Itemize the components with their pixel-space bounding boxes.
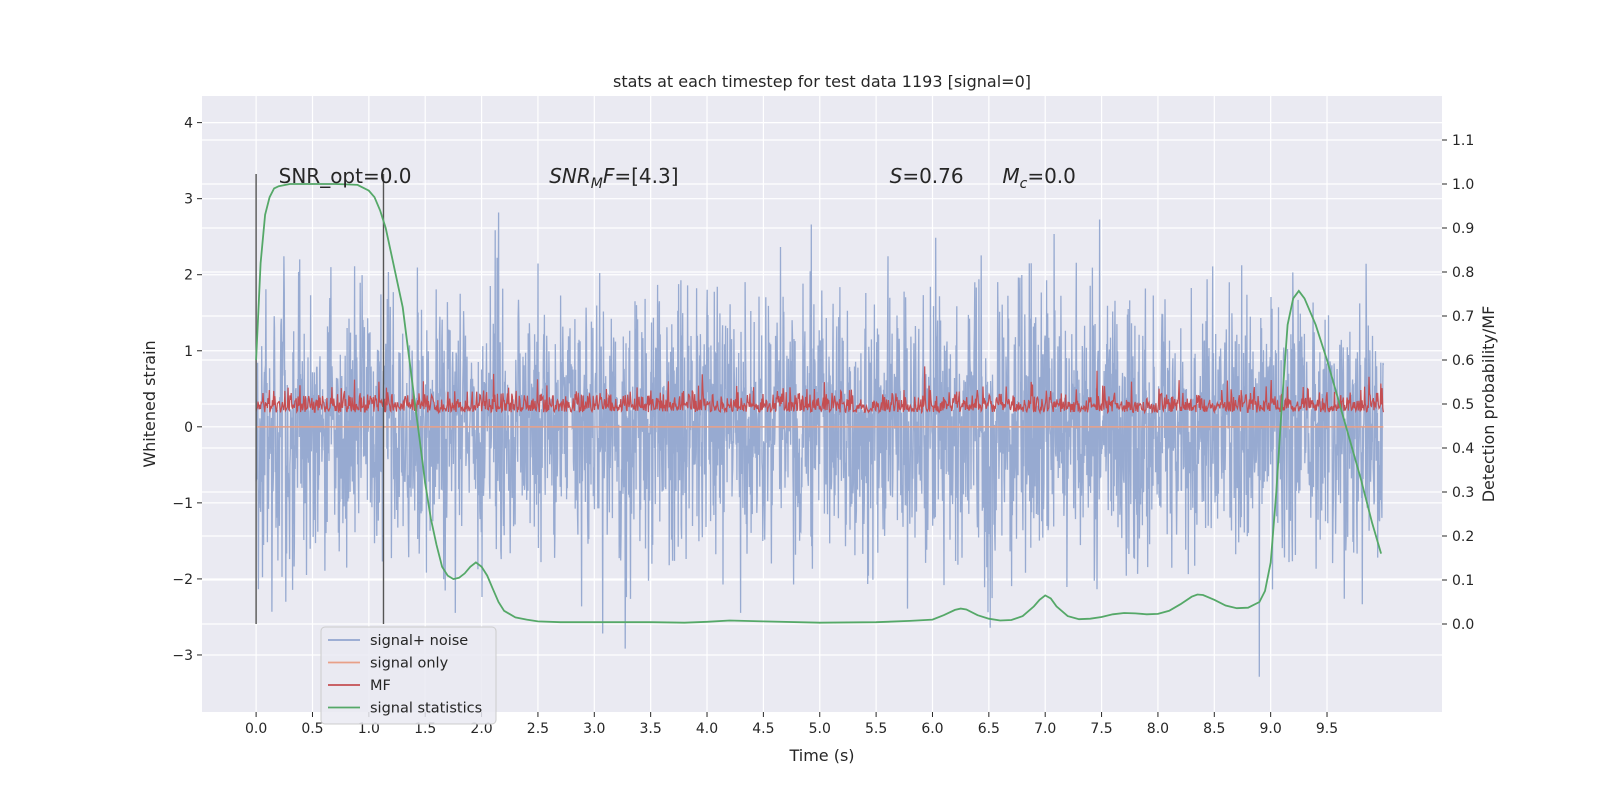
y-tick-label: −1 (172, 496, 193, 512)
y2-axis-label: Detection probability/MF (1479, 306, 1498, 503)
y2-tick-label: 0.9 (1452, 221, 1474, 237)
x-tick-label: 5.5 (865, 721, 887, 737)
y-tick-label: 2 (184, 268, 193, 284)
x-tick-label: 4.0 (696, 721, 718, 737)
x-tick-label: 9.5 (1316, 721, 1338, 737)
y2-tick-label: 0.7 (1452, 309, 1474, 325)
legend-entry: signal only (370, 656, 449, 672)
x-tick-label: 7.0 (1034, 721, 1056, 737)
x-tick-label: 6.5 (978, 721, 1000, 737)
legend-box (320, 626, 497, 725)
y2-tick-label: 0.6 (1452, 353, 1474, 369)
annotation-s: S=0.76 (890, 164, 964, 188)
x-axis-label: Time (s) (788, 746, 854, 765)
x-tick-label: 9.0 (1260, 721, 1282, 737)
x-tick-label: 8.0 (1147, 721, 1169, 737)
x-tick-label: 2.5 (527, 721, 549, 737)
x-tick-label: 3.0 (583, 721, 605, 737)
y-tick-label: 3 (184, 192, 193, 208)
y2-tick-label: 0.3 (1452, 485, 1474, 501)
y2-tick-label: 0.1 (1452, 573, 1474, 589)
x-tick-label: 8.5 (1203, 721, 1225, 737)
x-tick-label: 7.5 (1090, 721, 1112, 737)
x-tick-label: 6.0 (921, 721, 943, 737)
y-tick-label: −3 (172, 648, 193, 664)
y-tick-label: 0 (184, 420, 193, 436)
chart-title: stats at each timestep for test data 119… (613, 72, 1031, 91)
y2-tick-label: 1.0 (1452, 177, 1474, 193)
x-tick-label: 0.0 (245, 721, 267, 737)
x-tick-label: 1.0 (358, 721, 380, 737)
legend: signal+ noise signal only MF signal statist… (320, 626, 497, 725)
x-tick-label: 3.5 (640, 721, 662, 737)
series-signal-statistics-line (255, 183, 1382, 624)
legend-entry: signal statistics (370, 701, 482, 717)
y2-tick-label: 0.2 (1452, 529, 1474, 545)
annotation-snr-mf: SNRMF=[4.3] (549, 164, 678, 192)
y-tick-label: −2 (172, 572, 193, 588)
y-tick-label: 1 (184, 344, 193, 360)
plot-area (255, 174, 1385, 677)
series-signal-noise-line (255, 212, 1385, 677)
x-tick-label: 5.0 (809, 721, 831, 737)
y-tick-label: 4 (184, 116, 193, 132)
y2-axis: 0.0 0.1 0.2 0.3 0.4 0.5 0.6 0.7 0.8 0.9 1.0 1.1 (1442, 133, 1474, 633)
y-axis: −3 −2 −1 0 1 2 3 4 (172, 116, 202, 664)
annotation-mc: Mc=0.0 (1002, 164, 1076, 192)
x-tick-label: 2.0 (470, 721, 492, 737)
x-tick-label: 1.5 (414, 721, 436, 737)
legend-entry: signal+ noise (370, 633, 468, 649)
y2-tick-label: 0.8 (1452, 265, 1474, 281)
annotation-snr-opt: SNR_opt=0.0 (279, 164, 412, 188)
y2-tick-label: 0.5 (1452, 397, 1474, 413)
y-axis-label: Whitened strain (140, 340, 159, 467)
y2-tick-label: 1.1 (1452, 133, 1474, 149)
x-tick-label: 4.5 (752, 721, 774, 737)
x-tick-label: 0.5 (301, 721, 323, 737)
series-mf-line (255, 366, 1384, 415)
legend-entry: MF (370, 678, 391, 694)
annotations: SNR_opt=0.0 SNRMF=[4.3] S=0.76 Mc=0.0 (279, 164, 1076, 192)
y2-tick-label: 0.0 (1452, 617, 1474, 633)
y2-tick-label: 0.4 (1452, 441, 1474, 457)
x-axis: 0.0 0.5 1.0 1.5 2.0 2.5 3.0 3.5 4.0 4.5 5.0 5.5 6.0 6… (245, 712, 1338, 737)
